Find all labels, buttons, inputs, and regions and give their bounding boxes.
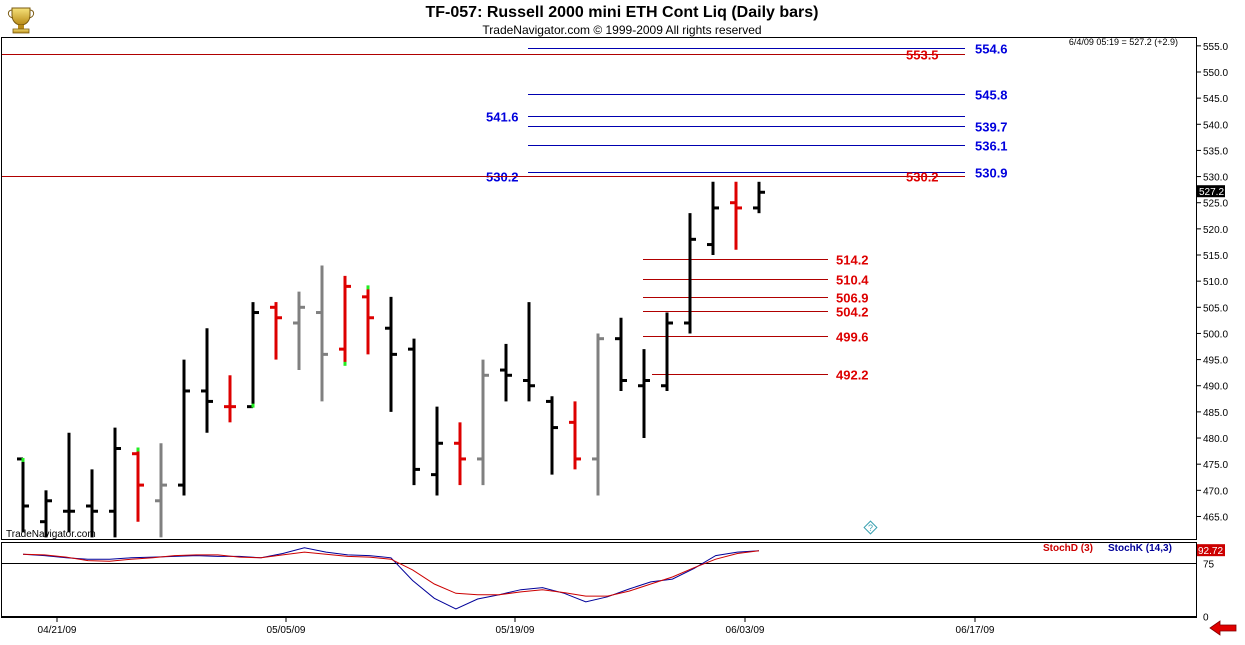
price-tick-label: 515.0 — [1203, 251, 1228, 262]
stoch-last-box — [1197, 544, 1225, 557]
level-label: 506.9 — [836, 291, 869, 306]
stochastic-layer: 0 75 StochD (3) StochK (14,3) 92.72 — [2, 543, 1225, 624]
stoch-last-label: 92.72 — [1198, 546, 1223, 557]
date-tick-label: 04/21/09 — [38, 625, 77, 636]
price-panel-frame — [1, 37, 1197, 540]
level-label: 539.7 — [975, 120, 1008, 135]
price-tick-label: 510.0 — [1203, 277, 1228, 288]
stoch-panel-frame — [1, 542, 1197, 618]
stoch-tick-label: 75 — [1203, 560, 1215, 571]
date-tick-label: 06/03/09 — [726, 625, 765, 636]
level-label: 553.5 — [906, 48, 939, 63]
scroll-left-arrow-icon[interactable] — [1209, 620, 1237, 636]
price-tick-label: 525.0 — [1203, 199, 1228, 210]
level-label: 504.2 — [836, 305, 869, 320]
price-tick-label: 540.0 — [1203, 120, 1228, 131]
stochk-line — [22, 547, 760, 610]
date-axis: 04/21/09 05/05/09 05/19/09 06/03/09 06/17/09 — [38, 618, 995, 636]
level-label: 530.9 — [975, 166, 1008, 181]
price-tick-label: 535.0 — [1203, 146, 1228, 157]
levels-layer: 554.6 553.5 545.8 541.6 539.7 536.1 530.9 530.2… — [2, 42, 1008, 383]
level-label: 510.4 — [836, 273, 869, 288]
stochd-line — [22, 550, 760, 597]
price-tick-label: 555.0 — [1203, 42, 1228, 53]
last-price-box — [1197, 185, 1225, 198]
price-tick-label: 470.0 — [1203, 486, 1228, 497]
price-tick-label: 465.0 — [1203, 512, 1228, 523]
help-glyph: ? — [868, 523, 873, 533]
level-label: 554.6 — [975, 42, 1008, 57]
price-tick-label: 490.0 — [1203, 382, 1228, 393]
stochk-legend: StochK (14,3) — [1108, 543, 1172, 554]
copyright-text: TradeNavigator.com © 1999-2009 All right… — [482, 23, 761, 37]
help-icon[interactable]: ? — [863, 520, 878, 535]
price-tick-label: 480.0 — [1203, 434, 1228, 445]
price-tick-label: 475.0 — [1203, 460, 1228, 471]
date-tick-label: 05/05/09 — [267, 625, 306, 636]
level-label: 492.2 — [836, 368, 869, 383]
bars-layer — [17, 181, 765, 538]
level-label: 536.1 — [975, 139, 1008, 154]
stoch-tick-label: 0 — [1203, 613, 1209, 624]
level-label: 530.2 — [906, 170, 939, 185]
price-tick-label: 520.0 — [1203, 225, 1228, 236]
date-tick-label: 05/19/09 — [496, 625, 535, 636]
level-label: 499.6 — [836, 330, 869, 345]
last-quote: 6/4/09 05:19 = 527.2 (+2.9) — [1069, 37, 1178, 47]
trophy-logo-icon — [7, 7, 35, 34]
level-label: 545.8 — [975, 88, 1008, 103]
level-label: 514.2 — [836, 253, 869, 268]
price-tick-label: 505.0 — [1203, 303, 1228, 314]
price-tick-label: 485.0 — [1203, 408, 1228, 419]
price-tick-label: 550.0 — [1203, 68, 1228, 79]
stochd-legend: StochD (3) — [1043, 543, 1093, 554]
price-tick-label: 495.0 — [1203, 356, 1228, 367]
watermark-text: TradeNavigator.com — [6, 529, 96, 540]
price-axis: 465.0 470.0 475.0 480.0 485.0 490.0 495.0 500.0… — [1197, 42, 1228, 523]
last-price-label: 527.2 — [1199, 187, 1224, 198]
price-tick-label: 500.0 — [1203, 329, 1228, 340]
price-tick-label: 530.0 — [1203, 173, 1228, 184]
level-label: 541.6 — [486, 110, 519, 125]
chart-title: TF-057: Russell 2000 mini ETH Cont Liq (… — [426, 4, 819, 21]
date-tick-label: 06/17/09 — [956, 625, 995, 636]
price-tick-label: 545.0 — [1203, 94, 1228, 105]
